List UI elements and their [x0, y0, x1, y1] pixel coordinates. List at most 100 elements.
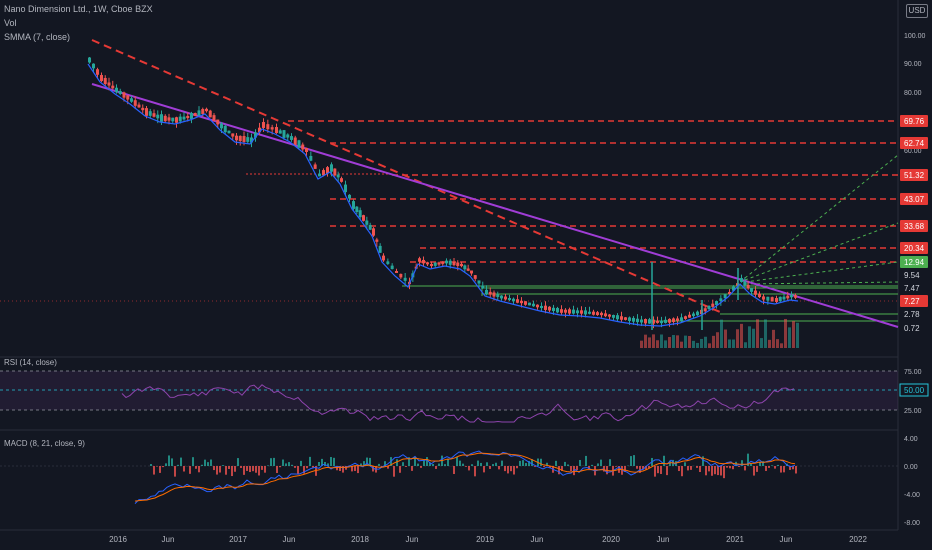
candle-body — [544, 305, 547, 310]
candle-body — [743, 281, 747, 286]
macd-bar — [309, 456, 311, 466]
projection-line — [744, 222, 899, 281]
candle-body — [205, 108, 208, 112]
candle-body — [552, 307, 555, 312]
macd-bar — [519, 460, 521, 466]
candle-body — [466, 268, 470, 271]
macd-bar — [654, 466, 656, 477]
macd-title: MACD (8, 21, close, 9) — [4, 439, 85, 448]
price-tick: 60.00 — [904, 148, 922, 155]
macd-histogram — [150, 453, 797, 479]
macd-bar — [336, 466, 338, 471]
candle-body — [231, 133, 235, 137]
candle-body — [584, 310, 587, 315]
macd-bar — [426, 457, 428, 466]
macd-bar — [528, 460, 530, 466]
macd-bar — [591, 464, 593, 466]
signal-line — [134, 452, 796, 502]
candle-body — [532, 303, 535, 307]
macd-bar — [273, 457, 275, 466]
candle-body — [270, 127, 274, 130]
macd-bar — [153, 466, 155, 475]
macd-bar — [222, 465, 224, 466]
candle-body — [477, 280, 481, 284]
time-tick: Jun — [283, 535, 296, 544]
candle-body — [711, 303, 715, 307]
macd-bar — [417, 463, 419, 466]
candle-body — [496, 294, 500, 297]
volume-bar — [732, 339, 735, 348]
candle-body — [758, 293, 761, 298]
macd-bar — [588, 466, 590, 470]
macd-bar — [660, 466, 662, 474]
candle-body — [115, 87, 118, 93]
candle-body — [728, 291, 731, 295]
candle-body — [445, 260, 448, 264]
candle-body — [786, 295, 790, 299]
time-tick: 2018 — [351, 535, 369, 544]
macd-bar — [525, 463, 527, 466]
candle-body — [640, 319, 643, 323]
macd-bar — [477, 460, 479, 466]
macd-bar — [432, 464, 434, 466]
candle-body — [375, 239, 379, 242]
candle-body — [368, 224, 372, 230]
candle-body — [608, 314, 611, 317]
macd-bar — [615, 466, 617, 467]
candle-body — [137, 104, 141, 108]
macd-bar — [561, 466, 563, 471]
macd-bar — [540, 458, 542, 466]
macd-bar — [171, 458, 173, 466]
macd-bar — [711, 466, 713, 476]
price-tick: 90.00 — [904, 61, 922, 68]
candle-body — [365, 220, 369, 225]
time-tick: Jun — [657, 535, 670, 544]
macd-bar — [270, 458, 272, 466]
candle-body — [648, 319, 651, 324]
volume-bar — [772, 329, 775, 348]
macd-tick: -4.00 — [904, 492, 920, 499]
price-label-box — [900, 115, 928, 127]
macd-bar — [360, 463, 362, 466]
macd-bar — [738, 466, 740, 467]
candle-body — [182, 116, 186, 120]
macd-bar — [288, 462, 290, 466]
volume-bar — [776, 339, 779, 348]
volume-bar — [668, 337, 671, 348]
volume-bar — [764, 319, 767, 348]
candle-body — [297, 140, 301, 148]
macd-bar — [543, 466, 545, 468]
macd-bar — [369, 457, 371, 466]
currency-badge[interactable]: USD — [906, 4, 928, 18]
macd-bar — [456, 456, 458, 466]
macd-bar — [252, 466, 254, 472]
macd-bar — [507, 466, 509, 474]
macd-bar — [777, 464, 779, 466]
volume-bar — [688, 335, 691, 348]
candle-body — [130, 98, 133, 102]
candle-body — [266, 124, 270, 130]
macd-bar — [333, 457, 335, 466]
macd-bar — [498, 466, 500, 470]
volume-bar — [712, 335, 715, 348]
macd-bar — [447, 458, 449, 466]
candle-body — [624, 317, 627, 320]
candle-body — [193, 112, 197, 117]
volume-bar — [696, 342, 699, 348]
candle-body — [488, 291, 492, 295]
macd-bar — [657, 466, 659, 474]
candle-body — [600, 312, 603, 316]
macd-bar — [702, 456, 704, 466]
candle-body — [775, 298, 778, 302]
macd-bar — [624, 466, 626, 472]
macd-bar — [555, 460, 557, 466]
projection-line — [744, 261, 899, 283]
macd-bar — [312, 466, 314, 468]
candle-body — [395, 270, 398, 274]
macd-bar — [558, 466, 560, 475]
rsi-tick: 75.00 — [904, 369, 922, 376]
macd-bar — [372, 466, 374, 472]
candle-body — [576, 310, 579, 314]
volume-bar — [784, 318, 787, 348]
